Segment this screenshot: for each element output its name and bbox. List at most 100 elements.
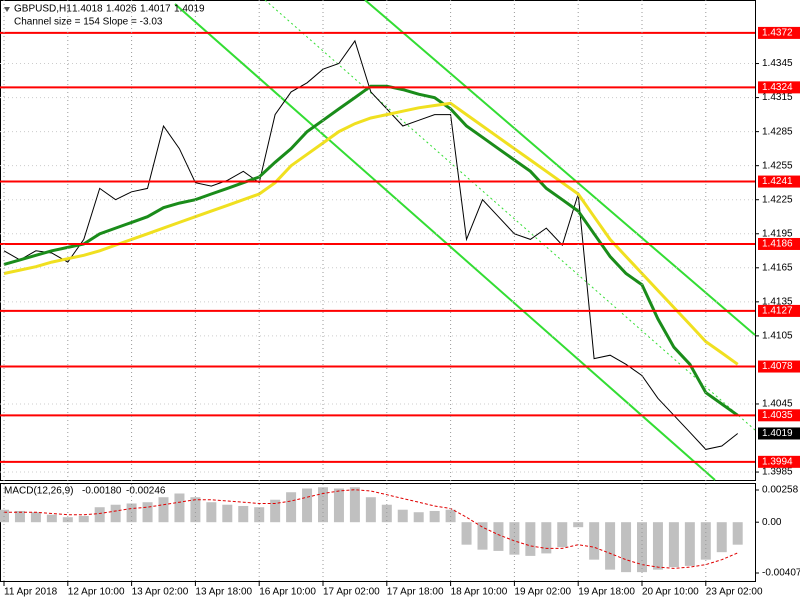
chart-subtitle: Channel size = 154 Slope = -3.03	[14, 17, 163, 28]
level-label: 1.4127	[762, 306, 793, 317]
y-tick-label: 0.00258	[762, 485, 799, 496]
macd-bar	[206, 502, 217, 523]
macd-bar	[381, 504, 392, 523]
macd-bar	[732, 522, 743, 545]
macd-bar	[429, 510, 440, 523]
y-tick-label: 0.00	[762, 517, 782, 528]
macd-bar	[461, 522, 472, 545]
level-label: 1.4035	[762, 410, 793, 421]
level-label-box	[758, 304, 800, 317]
y-tick-label: 1.3985	[762, 467, 793, 478]
signal-line	[4, 489, 738, 569]
macd-bar	[158, 497, 169, 523]
level-label-box	[758, 409, 800, 422]
open-value: 1.4018	[72, 4, 103, 15]
level-label-box	[758, 360, 800, 373]
macd-bar	[349, 487, 360, 523]
x-tick-label: 16 Apr 10:00	[259, 587, 316, 598]
level-label-box	[758, 175, 800, 188]
price-pane-frame	[0, 0, 756, 481]
macd-signal-value: -0.00246	[126, 486, 166, 497]
price-line	[3, 101, 739, 366]
x-tick-label: 23 Apr 02:00	[706, 587, 763, 598]
macd-bar	[493, 522, 504, 551]
price-line	[3, 39, 739, 450]
macd-bar	[46, 514, 57, 523]
level-label-box	[758, 26, 800, 39]
y-tick-label: 1.4165	[762, 262, 793, 273]
level-label: 1.4241	[762, 176, 793, 187]
x-tick-label: 13 Apr 18:00	[195, 587, 252, 598]
y-tick-label: 1.4135	[762, 296, 793, 307]
price-line	[3, 84, 739, 417]
macd-bar	[557, 522, 568, 548]
level-label: 1.4324	[762, 82, 793, 93]
y-tick-label: -0.00407	[762, 568, 800, 579]
macd-bar	[413, 512, 424, 523]
macd-bar	[0, 509, 9, 523]
y-tick-label: 1.4045	[762, 399, 793, 410]
close-value: 1.4019	[174, 4, 205, 15]
x-tick-label: 20 Apr 10:00	[642, 587, 699, 598]
macd-bar	[222, 504, 233, 523]
macd-bar	[62, 517, 73, 523]
level-label: 1.4186	[762, 239, 793, 250]
macd-bar	[637, 522, 647, 573]
macd-bar	[397, 509, 408, 523]
macd-bar	[302, 488, 313, 523]
x-tick-label: 18 Apr 10:00	[451, 587, 508, 598]
macd-bar	[110, 504, 121, 523]
y-tick-label: 1.4345	[762, 58, 793, 69]
level-label-box	[758, 237, 800, 250]
macd-title: MACD(12,26,9)	[4, 486, 73, 497]
macd-pane-frame	[0, 483, 756, 582]
macd-bar	[605, 522, 616, 570]
low-value: 1.4017	[140, 4, 171, 15]
macd-bar	[668, 522, 679, 568]
macd-main-value: -0.00180	[82, 486, 122, 497]
y-tick-label: 1.4255	[762, 160, 793, 171]
macd-bar	[238, 505, 249, 523]
y-tick-label: 1.4225	[762, 194, 793, 205]
macd-bar	[684, 522, 695, 566]
channel-upper	[364, 0, 756, 336]
y-tick-label: 1.4105	[762, 331, 793, 342]
macd-bar	[30, 512, 41, 523]
y-tick-label: 1.4195	[762, 228, 793, 239]
x-tick-label: 19 Apr 18:00	[578, 587, 635, 598]
high-value: 1.4026	[106, 4, 137, 15]
current-price-box	[758, 427, 800, 440]
current-price-label: 1.4019	[762, 428, 793, 439]
x-tick-label: 19 Apr 02:00	[514, 587, 571, 598]
macd-bar	[94, 507, 105, 523]
y-tick-label: 1.4315	[762, 92, 793, 103]
level-label-box	[758, 455, 800, 468]
macd-bar	[286, 492, 297, 523]
macd-bar	[174, 493, 185, 523]
macd-bar	[477, 522, 488, 550]
x-tick-label: 17 Apr 18:00	[387, 587, 444, 598]
macd-bar	[14, 510, 25, 523]
macd-bar	[589, 522, 600, 560]
level-label: 1.3994	[762, 456, 793, 467]
macd-bar	[142, 502, 153, 523]
macd-bar	[716, 522, 727, 553]
macd-bar	[525, 522, 536, 556]
x-tick-label: 11 Apr 2018	[4, 587, 58, 598]
macd-bar	[190, 497, 201, 523]
macd-bar	[541, 522, 552, 554]
macd-bar	[270, 499, 281, 523]
macd-bar	[78, 515, 89, 523]
level-label: 1.4372	[762, 28, 793, 39]
symbol-icon	[4, 7, 10, 12]
macd-bar	[365, 497, 376, 523]
macd-bar	[254, 507, 265, 523]
y-tick-label: 1.4285	[762, 126, 793, 137]
level-label: 1.4078	[762, 361, 793, 372]
x-tick-label: 17 Apr 02:00	[323, 587, 380, 598]
macd-bar	[445, 509, 456, 523]
macd-bar	[621, 522, 632, 573]
chart-title: GBPUSD,H1	[14, 4, 72, 15]
macd-bar	[652, 522, 663, 570]
macd-bar	[509, 522, 520, 555]
